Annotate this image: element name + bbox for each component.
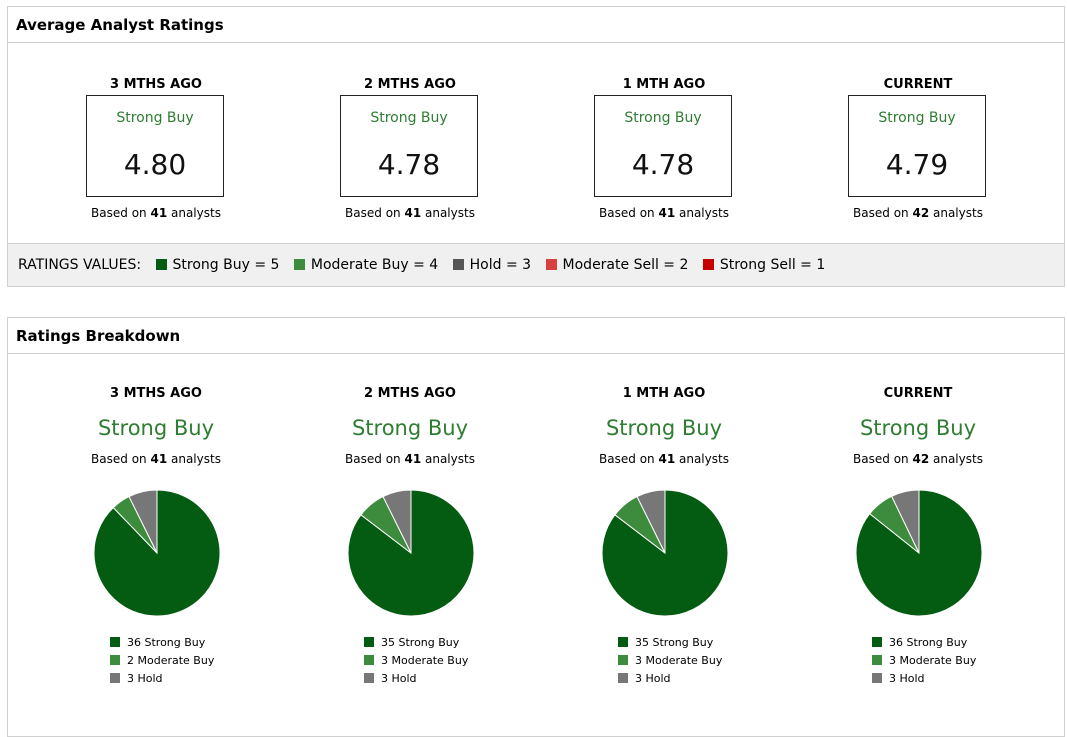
- value-hold: Hold = 3: [452, 244, 531, 286]
- moderate-buy-swatch: [293, 259, 305, 270]
- chart-subtitle: Strong Buy: [97, 416, 215, 440]
- breakdown-3mths: 3 MTHS AGO: [56, 386, 256, 401]
- based-on-text: Based on 42 analysts: [853, 452, 983, 466]
- rating-box: Strong Buy 4.78: [594, 95, 732, 197]
- average-ratings-title: Average Analyst Ratings: [8, 7, 1064, 43]
- based-on-text: Based on 42 analysts: [853, 206, 983, 220]
- legend-swatch: [618, 637, 628, 647]
- legend-item: 36 Strong Buy: [110, 634, 214, 652]
- ratings-values-label: RATINGS VALUES:: [18, 257, 142, 273]
- rating-label: Strong Buy: [370, 110, 448, 126]
- strong-buy-swatch: [155, 259, 167, 270]
- rating-score: 4.78: [631, 148, 695, 181]
- legend-item: 35 Strong Buy: [618, 634, 722, 652]
- ratings-values-bar: RATINGS VALUES: Strong Buy = 5 Moderate …: [8, 243, 1064, 286]
- chart-title: CURRENT: [883, 386, 953, 401]
- based-on-text: Based on 41 analysts: [345, 452, 475, 466]
- rating-box: Strong Buy 4.80: [86, 95, 224, 197]
- pie-slice-hold[interactable]: [382, 489, 412, 554]
- legend-swatch: [872, 655, 882, 665]
- period-label: 1 MTH AGO: [622, 77, 706, 92]
- based-on-text: Based on 41 analysts: [91, 452, 221, 466]
- legend-item: 3 Hold: [872, 670, 976, 688]
- chart-subtitle: Strong Buy: [859, 416, 977, 440]
- based-on-text: Based on 41 analysts: [599, 452, 729, 466]
- legend-swatch: [364, 637, 374, 647]
- legend-swatch: [110, 637, 120, 647]
- legend-swatch: [110, 673, 120, 683]
- rating-score: 4.78: [377, 148, 441, 181]
- legend-item: 3 Moderate Buy: [872, 652, 976, 670]
- period-label: 2 MTHS AGO: [364, 77, 456, 92]
- legend-swatch: [872, 637, 882, 647]
- breakdown-current: CURRENT: [818, 386, 1018, 401]
- chart-title: 2 MTHS AGO: [364, 386, 456, 401]
- avg-card-1mth: 1 MTH AGO: [564, 77, 764, 92]
- legend-swatch: [110, 655, 120, 665]
- legend-item: 35 Strong Buy: [364, 634, 468, 652]
- rating-label: Strong Buy: [116, 110, 194, 126]
- avg-card-2mths: 2 MTHS AGO: [310, 77, 510, 92]
- ratings-breakdown-panel: Ratings Breakdown 3 MTHS AGO Strong Buy …: [7, 317, 1065, 737]
- period-label: CURRENT: [883, 77, 953, 92]
- legend-item: 3 Hold: [364, 670, 468, 688]
- pie-chart-1mth: [601, 489, 729, 617]
- legend-swatch: [364, 673, 374, 683]
- legend-current: 36 Strong Buy 3 Moderate Buy 3 Hold: [872, 634, 976, 688]
- period-label: 3 MTHS AGO: [110, 77, 202, 92]
- pie-slice-hold[interactable]: [636, 489, 666, 554]
- rating-label: Strong Buy: [624, 110, 702, 126]
- hold-swatch: [452, 259, 464, 270]
- breakdown-1mth: 1 MTH AGO: [564, 386, 764, 401]
- pie-slice-hold[interactable]: [128, 489, 158, 554]
- moderate-sell-swatch: [545, 259, 557, 270]
- pie-chart-current: [855, 489, 983, 617]
- legend-swatch: [872, 673, 882, 683]
- value-strong-sell: Strong Sell = 1: [702, 244, 825, 286]
- breakdown-2mths: 2 MTHS AGO: [310, 386, 510, 401]
- avg-card-current: CURRENT: [818, 77, 1018, 92]
- rating-label: Strong Buy: [878, 110, 956, 126]
- legend-1mth: 35 Strong Buy 3 Moderate Buy 3 Hold: [618, 634, 722, 688]
- average-ratings-panel: Average Analyst Ratings 3 MTHS AGO Stron…: [7, 6, 1065, 287]
- value-moderate-buy: Moderate Buy = 4: [293, 244, 438, 286]
- rating-box: Strong Buy 4.78: [340, 95, 478, 197]
- legend-item: 36 Strong Buy: [872, 634, 976, 652]
- chart-subtitle: Strong Buy: [605, 416, 723, 440]
- rating-score: 4.79: [885, 148, 949, 181]
- rating-score: 4.80: [123, 148, 187, 181]
- chart-title: 3 MTHS AGO: [110, 386, 202, 401]
- chart-subtitle: Strong Buy: [351, 416, 469, 440]
- strong-sell-swatch: [702, 259, 714, 270]
- legend-item: 3 Moderate Buy: [618, 652, 722, 670]
- chart-title: 1 MTH AGO: [622, 386, 706, 401]
- based-on-text: Based on 41 analysts: [345, 206, 475, 220]
- value-moderate-sell: Moderate Sell = 2: [545, 244, 688, 286]
- pie-chart-3mths: [93, 489, 221, 617]
- based-on-text: Based on 41 analysts: [599, 206, 729, 220]
- based-on-text: Based on 41 analysts: [91, 206, 221, 220]
- legend-2mths: 35 Strong Buy 3 Moderate Buy 3 Hold: [364, 634, 468, 688]
- value-strong-buy: Strong Buy = 5: [155, 244, 279, 286]
- legend-swatch: [618, 655, 628, 665]
- legend-item: 3 Moderate Buy: [364, 652, 468, 670]
- legend-swatch: [364, 655, 374, 665]
- pie-slice-hold[interactable]: [890, 489, 920, 554]
- legend-3mths: 36 Strong Buy 2 Moderate Buy 3 Hold: [110, 634, 214, 688]
- pie-chart-2mths: [347, 489, 475, 617]
- legend-item: 3 Hold: [618, 670, 722, 688]
- legend-item: 3 Hold: [110, 670, 214, 688]
- legend-item: 2 Moderate Buy: [110, 652, 214, 670]
- rating-box: Strong Buy 4.79: [848, 95, 986, 197]
- avg-card-3mths: 3 MTHS AGO: [56, 77, 256, 92]
- legend-swatch: [618, 673, 628, 683]
- ratings-breakdown-title: Ratings Breakdown: [8, 318, 1064, 354]
